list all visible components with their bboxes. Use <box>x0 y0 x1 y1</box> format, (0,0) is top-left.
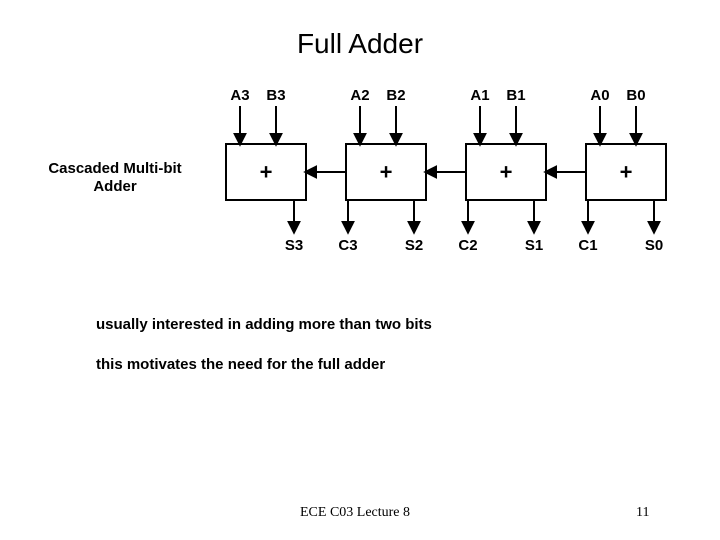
body-text-2: this motivates the need for the full add… <box>96 356 385 373</box>
subtitle-line1: Cascaded Multi-bit <box>48 160 181 177</box>
footer-page-number: 11 <box>636 505 649 521</box>
svg-text:C1: C1 <box>578 237 597 254</box>
svg-text:+: + <box>260 160 273 185</box>
svg-text:+: + <box>380 160 393 185</box>
svg-text:C2: C2 <box>458 237 477 254</box>
cascaded-adder-diagram: + A3 B3 S3 + A2 B2 S2 C3 + A1 B1 S1 C2 + A0 B0 S0 C1 <box>218 86 698 256</box>
svg-text:+: + <box>500 160 513 185</box>
svg-text:S1: S1 <box>525 237 543 254</box>
svg-text:B2: B2 <box>386 87 405 104</box>
svg-text:S3: S3 <box>285 237 303 254</box>
subtitle-line2: Adder <box>93 178 136 195</box>
svg-text:S0: S0 <box>645 237 663 254</box>
svg-text:C3: C3 <box>338 237 357 254</box>
svg-text:B1: B1 <box>506 87 525 104</box>
diagram-subtitle: Cascaded Multi-bit Adder <box>40 160 190 196</box>
svg-text:B3: B3 <box>266 87 285 104</box>
svg-text:A3: A3 <box>230 87 249 104</box>
footer-center: ECE C03 Lecture 8 <box>300 505 410 521</box>
svg-text:+: + <box>620 160 633 185</box>
svg-text:S2: S2 <box>405 237 423 254</box>
svg-text:A0: A0 <box>590 87 609 104</box>
svg-text:B0: B0 <box>626 87 645 104</box>
body-text-1: usually interested in adding more than t… <box>96 316 432 333</box>
svg-text:A1: A1 <box>470 87 489 104</box>
svg-text:A2: A2 <box>350 87 369 104</box>
page-title: Full Adder <box>0 28 720 60</box>
